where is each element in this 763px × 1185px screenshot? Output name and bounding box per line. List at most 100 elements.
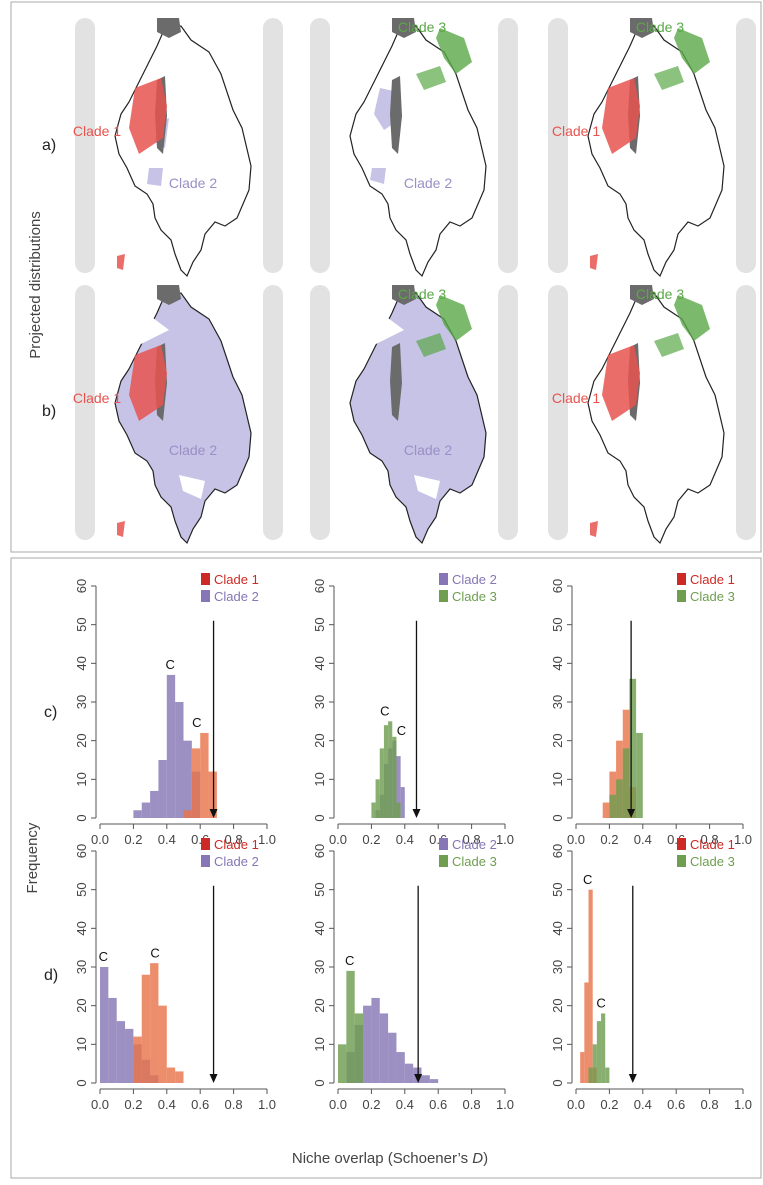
arrow-head: [414, 1074, 423, 1083]
bar-clade-3: [636, 732, 643, 818]
x-axis-label-main: Niche overlap (Schoener’s: [292, 1150, 472, 1167]
x-axis-label: Niche overlap (Schoener’s D): [292, 1150, 488, 1167]
legend-swatch: [677, 838, 686, 850]
bar-clade-1: [200, 732, 209, 818]
map-bracket-left: [75, 18, 95, 273]
bar-clade-3: [601, 1013, 606, 1083]
clade-2-area: [147, 168, 163, 186]
legend-label: Clade 3: [452, 854, 497, 869]
significance-label: C: [99, 949, 108, 964]
map-label-clade1: Clade 1: [73, 123, 121, 139]
y-tick-label: 30: [312, 695, 327, 709]
y-tick-label: 20: [74, 998, 89, 1012]
clade-3-area: [416, 333, 446, 357]
x-tick-label: 1.0: [258, 832, 276, 847]
clade-1-area: [590, 254, 598, 270]
lake: [630, 285, 654, 305]
y-tick-label: 30: [74, 960, 89, 974]
map-body: [349, 18, 487, 278]
x-tick-label: 1.0: [496, 1097, 514, 1112]
x-tick-label: 0.0: [329, 1097, 347, 1112]
y-tick-label: 60: [550, 579, 565, 593]
clade-3-area: [416, 66, 446, 90]
frequency-label: Frequency: [24, 822, 41, 893]
bar-clade-2: [150, 790, 159, 818]
bar-clade-1: [183, 810, 192, 818]
y-tick-label: 40: [74, 921, 89, 935]
projected-distributions-label: Projected distributions: [27, 211, 44, 359]
bar-clade-3: [375, 779, 380, 818]
y-tick-label: 0: [550, 1079, 565, 1086]
clade-1-area: [117, 521, 125, 537]
map-label-clade2: Clade 2: [169, 175, 217, 191]
map-r1-c1: Clade 1 Clade 2: [73, 18, 283, 278]
x-tick-label: 1.0: [258, 1097, 276, 1112]
y-tick-label: 10: [74, 1037, 89, 1051]
legend-label: Clade 2: [452, 572, 497, 587]
bar-clade-1: [584, 982, 589, 1083]
bar-clade-3: [616, 779, 623, 818]
x-tick-label: 0.4: [396, 832, 414, 847]
y-tick-label: 50: [74, 882, 89, 896]
bar-clade-1: [158, 1005, 167, 1083]
clade-2-area: [370, 168, 386, 184]
significance-label: C: [345, 953, 354, 968]
bar-clade-1: [602, 802, 610, 818]
unsuitable-area: [414, 475, 440, 499]
y-tick-label: 40: [550, 656, 565, 670]
bar-clade-2: [175, 702, 184, 818]
bar-clade-3: [596, 1021, 602, 1083]
y-tick-label: 50: [550, 882, 565, 896]
map-label-clade3: Clade 3: [636, 19, 684, 35]
map-bracket-right: [498, 18, 518, 273]
arrow-head: [412, 809, 421, 818]
x-tick-label: 0.0: [91, 832, 109, 847]
bar-clade-2: [116, 1021, 126, 1083]
country-outline: [349, 292, 487, 545]
x-tick-label: 0.2: [600, 832, 618, 847]
bar-clade-3: [392, 736, 397, 818]
x-tick-label: 0.4: [396, 1097, 414, 1112]
legend-swatch: [201, 855, 210, 867]
bar-clade-2: [396, 756, 401, 818]
y-tick-label: 60: [312, 844, 327, 858]
y-tick-label: 30: [550, 695, 565, 709]
x-tick-label: 0.4: [634, 832, 652, 847]
row-label-b: b): [42, 403, 56, 420]
bar-clade-3: [588, 1067, 593, 1083]
map-bracket-left: [310, 285, 330, 540]
map-label-clade1: Clade 1: [552, 123, 600, 139]
row-label-a: a): [42, 137, 56, 154]
map-r1-c2: Clade 3 Clade 2: [310, 18, 518, 278]
legend-label: Clade 2: [452, 837, 497, 852]
significance-label: C: [150, 945, 159, 960]
map-bracket-left: [310, 18, 330, 273]
histogram-d1: 0 10 20 30 40 50 60 0.0 0.2 0.4 0.6 0.8 1.0 C C Clade 1…: [74, 837, 276, 1112]
x-tick-label: 1.0: [734, 1097, 752, 1112]
clade-3-area: [436, 28, 472, 74]
map-bracket-right: [498, 285, 518, 540]
bar-clade-2: [125, 1028, 134, 1083]
y-tick-label: 30: [550, 960, 565, 974]
legend-label: Clade 1: [214, 572, 259, 587]
lake: [630, 18, 654, 38]
bar-clade-3: [629, 678, 637, 818]
clade-1-area: [129, 345, 167, 421]
bar-clade-2: [421, 1075, 430, 1083]
map-label-clade2: Clade 2: [404, 175, 452, 191]
y-tick-label: 60: [312, 579, 327, 593]
lake: [157, 285, 181, 305]
y-tick-label: 0: [312, 1079, 327, 1086]
lake: [157, 18, 181, 38]
y-tick-label: 0: [550, 814, 565, 821]
map-bracket-left: [75, 285, 95, 540]
x-tick-label: 0.8: [225, 1097, 243, 1112]
y-tick-label: 10: [550, 772, 565, 786]
significance-label: C: [165, 657, 174, 672]
clade-1-area: [602, 345, 640, 421]
bar-clade-3: [379, 748, 384, 818]
bar-clade-1: [141, 974, 151, 1083]
